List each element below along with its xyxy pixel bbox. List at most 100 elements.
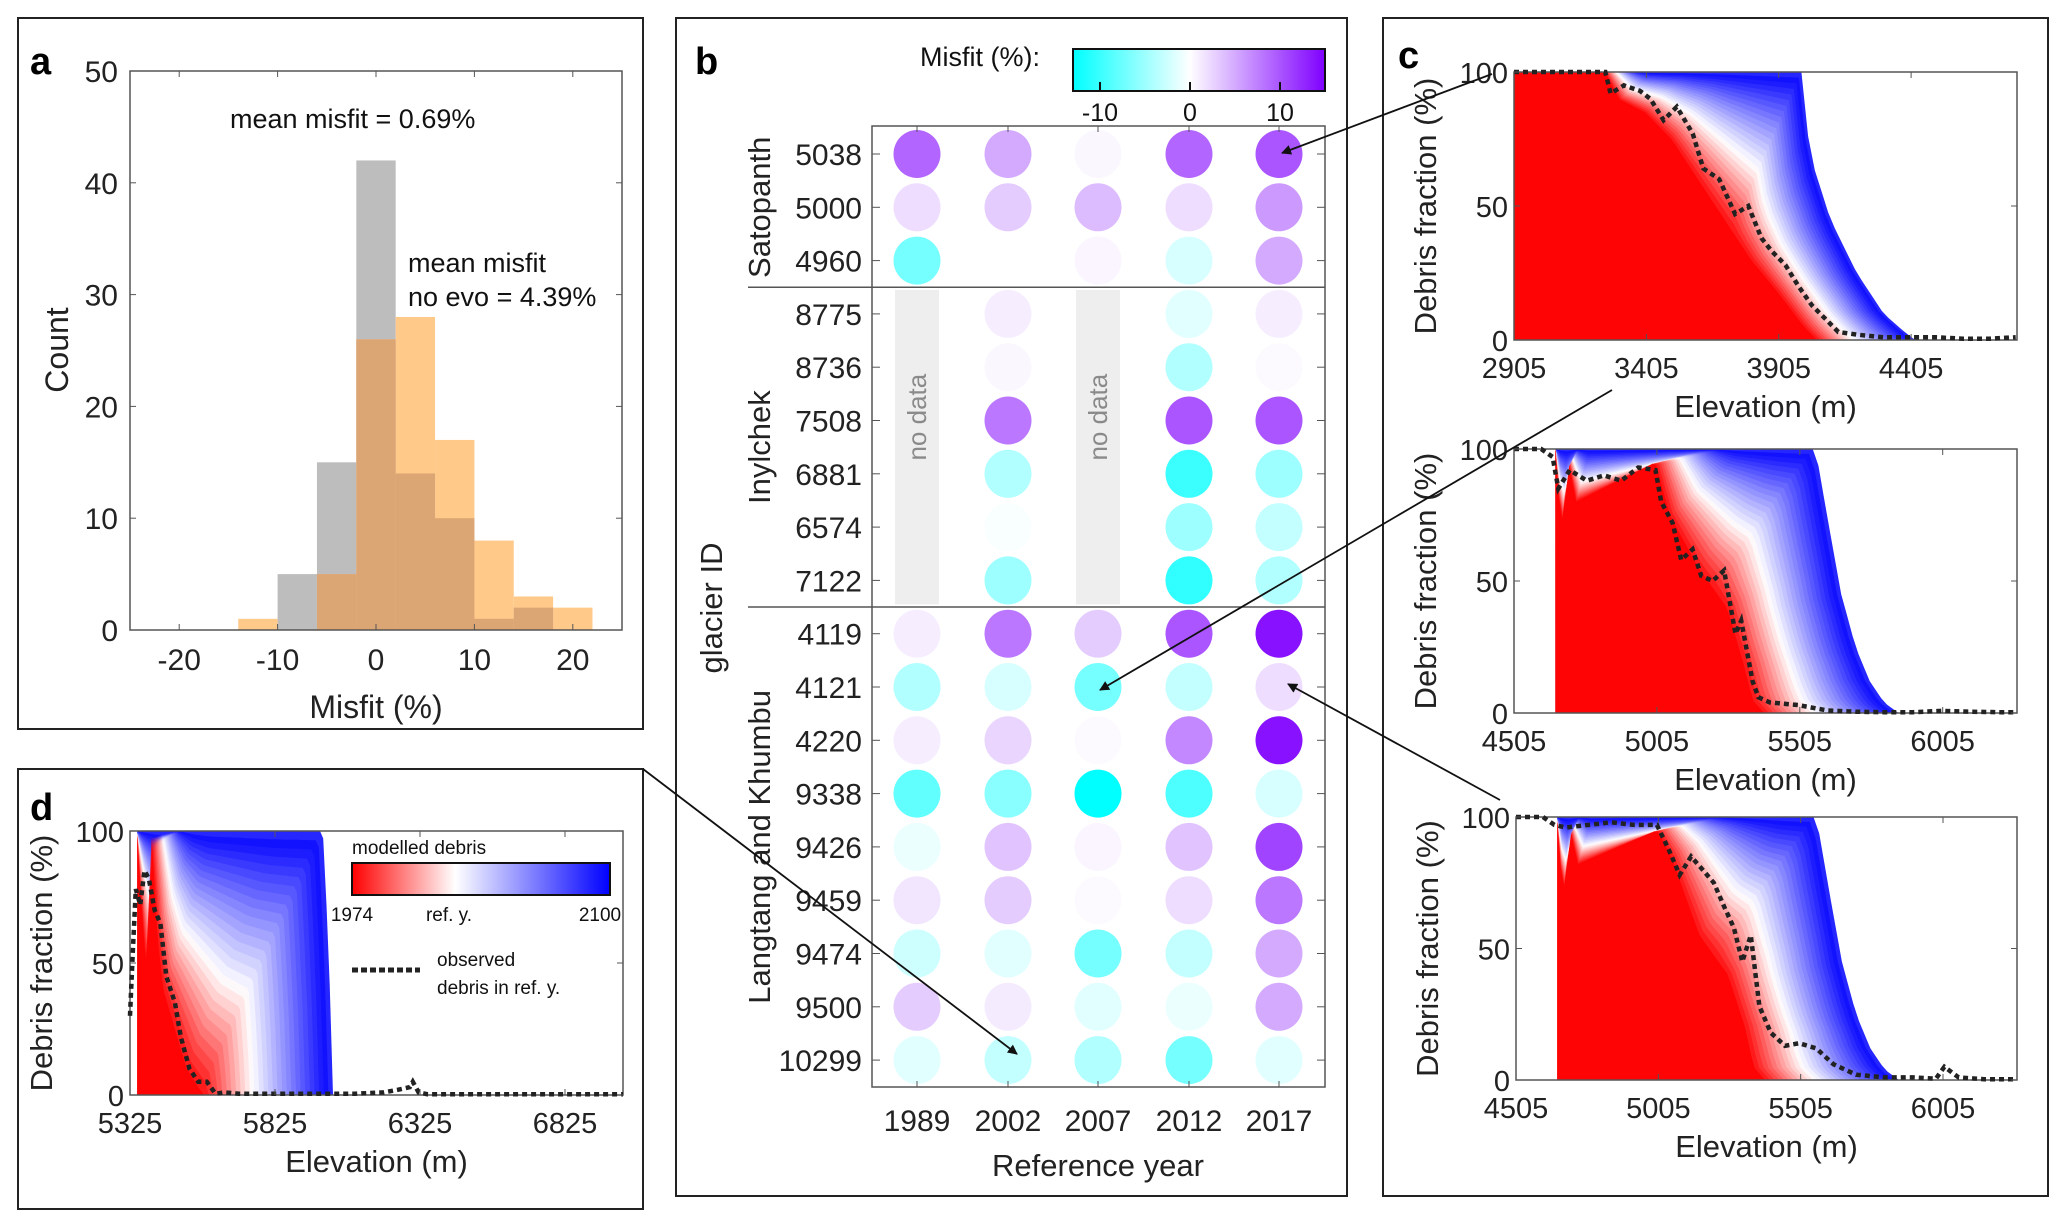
x-tick-label-c1: 2905 [1482,353,1547,385]
misfit-bubble [1074,236,1122,285]
x-tick-label-d: 6325 [388,1108,453,1140]
glacier-id-label: 9426 [795,832,862,865]
legend-d: modelled debris 1974 ref. y. 2100 observ… [331,838,621,999]
misfit-bubble [1255,929,1303,978]
y-tick-label-c1: 100 [1460,58,1508,90]
misfit-bubble [984,663,1032,711]
y-tick-label-c3: 0 [1494,1066,1510,1098]
no-data-columns: no data no data [895,289,1120,605]
glacier-id-label: 8736 [795,352,862,385]
misfit-bubble [984,556,1032,605]
misfit-bubble [893,822,941,871]
panel-label-a: a [30,41,52,83]
y-tick-label-d: 0 [108,1081,124,1113]
x-tick-label-d: 6825 [533,1108,598,1140]
legend-colorbar-title: modelled debris [352,838,486,859]
misfit-bubble [1255,449,1303,498]
y-axis-label-d: Debris fraction (%) [24,835,59,1092]
misfit-bubble [1165,1036,1213,1085]
x-tick-label-c1: 3905 [1746,353,1811,385]
y-tick-label-a: 10 [85,503,118,536]
debris-plot-c3: 4505 5005 5505 6005 0 50 100 Elevation (m) Debri… [1410,803,2018,1164]
year-label: 1989 [884,1105,951,1138]
legend-observed-label-1: observed [437,950,515,971]
misfit-bubble [984,929,1032,978]
group-label: Satopanth [742,137,777,278]
histogram-bar-overlap [395,473,436,630]
misfit-bubble [1255,1036,1303,1085]
arrow-c2-to-b [1099,389,1613,691]
misfit-bubble [1074,822,1122,871]
arrow-c3-to-b [1287,683,1501,801]
misfit-bubble [1255,343,1303,392]
misfit-bubble [984,609,1032,658]
misfit-bubble [1074,769,1122,818]
x-axis-label-b: Reference year [992,1148,1204,1183]
panel-label-d: d [30,787,53,829]
x-tick-label-c3: 5005 [1626,1093,1691,1125]
x-axis-label-a: Misfit (%) [309,689,442,725]
misfit-bubble [984,1036,1032,1085]
misfit-bubble [1165,343,1213,392]
histogram-bar-overlap [435,518,475,630]
y-axis-label-b: glacier ID [694,543,729,674]
y-tick-label-a: 50 [85,56,118,89]
misfit-colorbar [1072,48,1326,92]
observed-debris-line [127,863,623,1097]
y-tick-label-c3: 50 [1478,935,1510,967]
x-tick-label-c2: 5505 [1768,726,1833,758]
x-tick-label-a: 0 [368,644,385,677]
x-tick-label-a: -10 [256,644,299,677]
misfit-grid-panel: Misfit (%): -10 0 10 no data no data 503850… [694,42,1326,1183]
y-tick-label-a: 30 [85,280,118,313]
glacier-id-label: 9459 [795,885,862,918]
legend-observed-label-2: debris in ref. y. [437,978,560,999]
misfit-bubble [984,876,1032,925]
no-data-label: no data [902,373,932,460]
y-tick-label-c1: 0 [1492,326,1508,358]
histogram-bar-noevo [553,607,593,630]
y-axis-label-a: Count [39,307,75,393]
y-tick-label-c2: 0 [1492,699,1508,731]
misfit-bubble [893,130,941,178]
legend-colorbar-tick-start: 1974 [331,905,374,926]
annotation-mean-misfit-noevo-1: mean misfit [408,248,547,278]
misfit-bubble [1255,876,1303,925]
misfit-bubble [1165,130,1213,178]
misfit-bubble [1165,876,1213,925]
misfit-bubble [984,822,1032,871]
misfit-bubble [1255,663,1303,711]
misfit-bubbles [893,130,1303,1085]
x-tick-label-c3: 4505 [1484,1093,1549,1125]
misfit-bubble [984,449,1032,498]
year-label: 2007 [1065,1105,1132,1138]
observed-debris-line [1514,69,2016,341]
glacier-id-label: 7508 [795,406,862,439]
misfit-bubble [1074,982,1122,1031]
misfit-bubble [984,982,1032,1031]
misfit-bubble [1165,396,1213,445]
x-tick-label-a: 20 [556,644,589,677]
misfit-bubble [893,982,941,1031]
debris-profiles-panel: 2905 3405 3905 4405 0 50 100 Elevation (m) Debri… [1408,58,2018,1164]
y-tick-label-c1: 50 [1476,192,1508,224]
x-tick-label-a: 10 [458,644,491,677]
x-tick-label-a: -20 [158,644,201,677]
glacier-id-label: 4220 [795,725,862,758]
year-label: 2002 [975,1105,1042,1138]
misfit-bubble [1165,556,1213,605]
misfit-bubble [1165,663,1213,711]
misfit-bubble [1255,769,1303,818]
misfit-bubble [1255,130,1303,178]
histogram-bar-overlap [356,339,396,630]
year-label: 2017 [1246,1105,1313,1138]
modelled-debris-area [1557,822,1766,1080]
glacier-id-label: 6574 [795,512,862,545]
misfit-bubble [1255,183,1303,232]
x-tick-label-c2: 5005 [1625,726,1690,758]
misfit-bubble [1255,822,1303,871]
misfit-bubble [1074,183,1122,232]
colorbar-label-b: Misfit (%): [920,42,1040,72]
misfit-bubble [1165,289,1213,338]
misfit-bubble [1074,716,1122,765]
